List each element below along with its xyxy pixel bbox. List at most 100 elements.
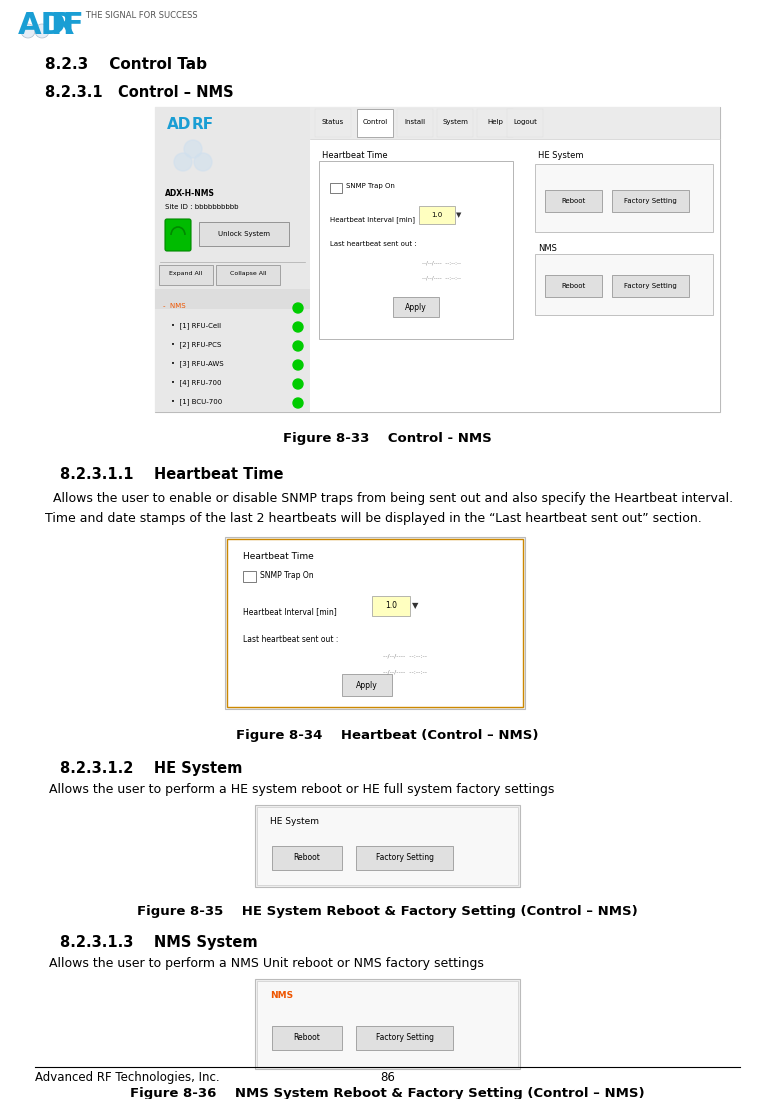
- FancyBboxPatch shape: [243, 571, 256, 582]
- Text: Apply: Apply: [356, 680, 378, 689]
- Text: --/--/----  --:--:--: --/--/---- --:--:--: [422, 260, 461, 266]
- Text: Heartbeat Interval [min]: Heartbeat Interval [min]: [330, 217, 415, 223]
- Text: SNMP Trap On: SNMP Trap On: [260, 570, 314, 579]
- Circle shape: [293, 360, 303, 370]
- FancyBboxPatch shape: [216, 265, 280, 285]
- Circle shape: [174, 153, 192, 171]
- Text: ADX-H-NMS: ADX-H-NMS: [165, 189, 215, 198]
- Circle shape: [293, 322, 303, 332]
- Text: Factory Setting: Factory Setting: [624, 284, 677, 289]
- FancyBboxPatch shape: [155, 107, 720, 412]
- Text: 8.2.3    Control Tab: 8.2.3 Control Tab: [45, 57, 207, 73]
- FancyBboxPatch shape: [612, 190, 689, 212]
- Text: Heartbeat Time: Heartbeat Time: [322, 151, 388, 160]
- FancyBboxPatch shape: [272, 1026, 342, 1050]
- Circle shape: [293, 398, 303, 408]
- FancyBboxPatch shape: [319, 160, 513, 338]
- FancyBboxPatch shape: [545, 190, 602, 212]
- Text: THE SIGNAL FOR SUCCESS: THE SIGNAL FOR SUCCESS: [78, 11, 198, 20]
- FancyBboxPatch shape: [397, 109, 433, 137]
- Text: Install: Install: [405, 119, 425, 125]
- FancyBboxPatch shape: [225, 537, 525, 709]
- Text: •  [1] BCU-700: • [1] BCU-700: [171, 398, 222, 404]
- Circle shape: [35, 24, 49, 38]
- Text: AD: AD: [18, 11, 67, 40]
- Text: Figure 8-33    Control - NMS: Figure 8-33 Control - NMS: [283, 432, 492, 445]
- Text: Status: Status: [322, 119, 344, 125]
- Text: •  [3] RFU-AWS: • [3] RFU-AWS: [171, 360, 224, 367]
- Text: Factory Setting: Factory Setting: [624, 198, 677, 204]
- FancyBboxPatch shape: [535, 164, 713, 232]
- Text: 8.2.3.1   Control – NMS: 8.2.3.1 Control – NMS: [45, 85, 233, 100]
- Text: Last heartbeat sent out :: Last heartbeat sent out :: [243, 635, 339, 644]
- FancyBboxPatch shape: [255, 979, 520, 1069]
- Circle shape: [293, 341, 303, 351]
- Circle shape: [184, 140, 202, 158]
- FancyBboxPatch shape: [227, 539, 523, 707]
- Text: •  [2] RFU-PCS: • [2] RFU-PCS: [171, 341, 221, 347]
- Circle shape: [21, 24, 35, 38]
- FancyBboxPatch shape: [545, 275, 602, 297]
- Text: Apply: Apply: [405, 302, 427, 311]
- FancyBboxPatch shape: [356, 846, 453, 870]
- Text: •  [1] RFU-Cell: • [1] RFU-Cell: [171, 322, 221, 329]
- Text: ▼: ▼: [456, 212, 461, 218]
- FancyBboxPatch shape: [612, 275, 689, 297]
- Text: --/--/----  --:--:--: --/--/---- --:--:--: [422, 276, 461, 281]
- FancyBboxPatch shape: [535, 254, 713, 315]
- Text: Allows the user to perform a NMS Unit reboot or NMS factory settings: Allows the user to perform a NMS Unit re…: [45, 957, 484, 970]
- FancyBboxPatch shape: [310, 138, 720, 412]
- Text: Advanced RF Technologies, Inc.: Advanced RF Technologies, Inc.: [35, 1072, 219, 1084]
- FancyBboxPatch shape: [357, 109, 393, 137]
- Text: Control: Control: [363, 119, 388, 125]
- Text: 1.0: 1.0: [385, 601, 397, 611]
- Text: --/--/----  --:--:--: --/--/---- --:--:--: [383, 670, 427, 675]
- Text: HE System: HE System: [270, 817, 319, 826]
- Text: Help: Help: [487, 119, 503, 125]
- Text: AD: AD: [167, 116, 191, 132]
- Text: NMS: NMS: [538, 244, 557, 253]
- Circle shape: [293, 379, 303, 389]
- FancyBboxPatch shape: [330, 184, 342, 193]
- Text: Expand All: Expand All: [170, 271, 202, 277]
- Text: Time and date stamps of the last 2 heartbeats will be displayed in the “Last hea: Time and date stamps of the last 2 heart…: [45, 512, 701, 525]
- Text: Factory Setting: Factory Setting: [376, 1033, 433, 1043]
- Text: SNMP Trap On: SNMP Trap On: [346, 184, 395, 189]
- Text: ▼: ▼: [412, 601, 418, 611]
- FancyBboxPatch shape: [315, 109, 351, 137]
- Text: NMS: NMS: [270, 991, 293, 1000]
- Circle shape: [293, 303, 303, 313]
- Text: R: R: [50, 11, 74, 40]
- Text: Figure 8-34    Heartbeat (Control – NMS): Figure 8-34 Heartbeat (Control – NMS): [236, 729, 539, 742]
- FancyBboxPatch shape: [155, 107, 310, 412]
- Text: Reboot: Reboot: [294, 1033, 320, 1043]
- Text: F: F: [62, 11, 83, 40]
- Text: Reboot: Reboot: [294, 854, 320, 863]
- Text: Allows the user to perform a HE system reboot or HE full system factory settings: Allows the user to perform a HE system r…: [45, 782, 554, 796]
- FancyBboxPatch shape: [255, 804, 520, 887]
- Text: 86: 86: [380, 1072, 395, 1084]
- FancyBboxPatch shape: [419, 206, 455, 224]
- FancyBboxPatch shape: [437, 109, 473, 137]
- Text: 1.0: 1.0: [432, 212, 443, 218]
- Text: •  [4] RFU-700: • [4] RFU-700: [171, 379, 222, 386]
- Text: --/--/----  --:--:--: --/--/---- --:--:--: [383, 654, 427, 659]
- Text: -  NMS: - NMS: [163, 303, 186, 309]
- Text: Heartbeat Time: Heartbeat Time: [243, 552, 314, 560]
- FancyBboxPatch shape: [257, 807, 518, 885]
- Text: System: System: [442, 119, 468, 125]
- Text: Reboot: Reboot: [561, 198, 586, 204]
- Text: Heartbeat Interval [min]: Heartbeat Interval [min]: [243, 607, 337, 617]
- Text: 8.2.3.1.1    Heartbeat Time: 8.2.3.1.1 Heartbeat Time: [60, 467, 284, 482]
- Circle shape: [194, 153, 212, 171]
- Text: Last heartbeat sent out :: Last heartbeat sent out :: [330, 241, 417, 247]
- FancyBboxPatch shape: [507, 109, 543, 137]
- Text: 8.2.3.1.3    NMS System: 8.2.3.1.3 NMS System: [60, 935, 257, 950]
- Text: RF: RF: [192, 116, 214, 132]
- FancyBboxPatch shape: [356, 1026, 453, 1050]
- Text: Figure 8-36    NMS System Reboot & Factory Setting (Control – NMS): Figure 8-36 NMS System Reboot & Factory …: [130, 1087, 645, 1099]
- FancyBboxPatch shape: [155, 289, 310, 309]
- FancyBboxPatch shape: [272, 846, 342, 870]
- FancyBboxPatch shape: [342, 674, 392, 696]
- FancyBboxPatch shape: [372, 596, 410, 617]
